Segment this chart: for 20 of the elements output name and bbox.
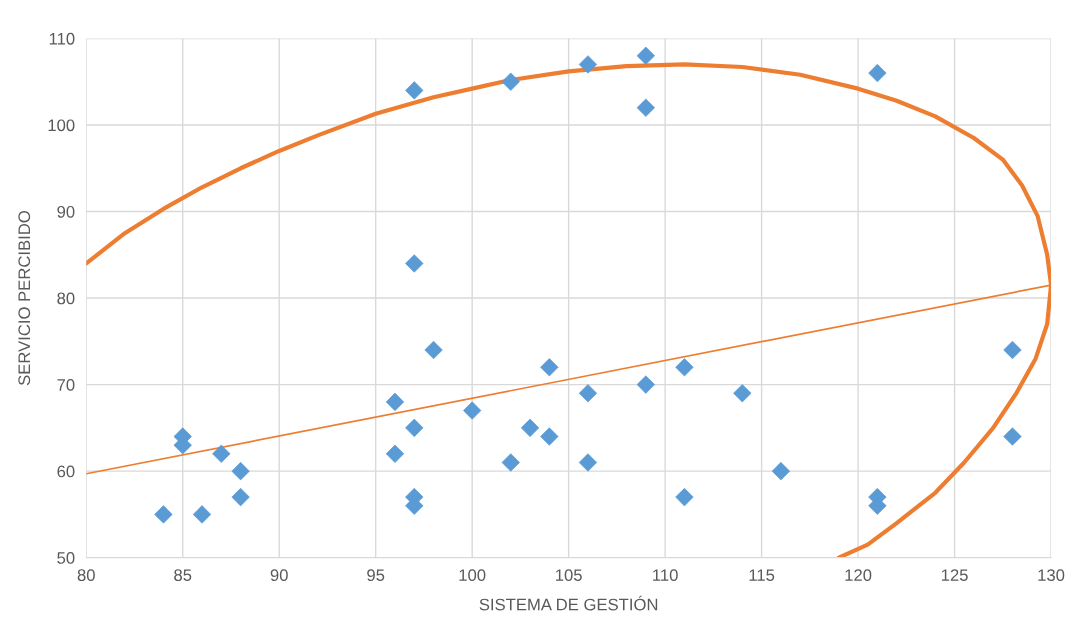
y-axis-title: SERVICIO PERCIBIDO <box>18 211 31 386</box>
y-tick-label: 60 <box>57 465 75 478</box>
x-tick-label: 85 <box>174 569 192 582</box>
y-tick-label: 90 <box>57 205 75 218</box>
y-tick-label: 70 <box>57 379 75 391</box>
x-tick-label: 90 <box>270 569 288 582</box>
x-tick-label: 115 <box>749 569 775 582</box>
x-tick-label: 105 <box>556 569 582 582</box>
x-axis-title: SISTEMA DE GESTIÓN <box>479 595 658 611</box>
y-tick-label: 100 <box>48 119 75 132</box>
x-tick-label: 130 <box>1038 569 1065 582</box>
x-tick-label: 120 <box>845 569 872 582</box>
y-tick-label: 50 <box>57 552 75 564</box>
x-tick-label: 100 <box>459 569 486 582</box>
x-tick-label: 80 <box>77 569 95 582</box>
x-tick-label: 110 <box>653 569 678 582</box>
y-tick-label: 110 <box>49 32 75 45</box>
x-tick-label: 125 <box>941 569 968 582</box>
x-tick-label: 95 <box>367 569 385 582</box>
y-tick-label: 80 <box>57 292 75 305</box>
